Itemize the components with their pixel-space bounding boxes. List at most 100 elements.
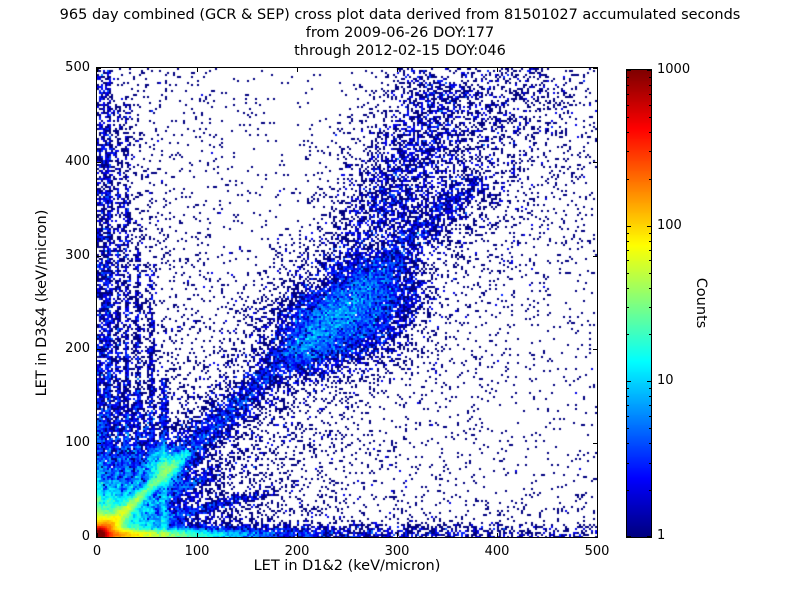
tick-mark: [97, 533, 98, 537]
tick-mark: [97, 256, 101, 257]
tick-mark: [649, 132, 651, 133]
tick-mark: [649, 416, 651, 417]
tick-mark: [397, 533, 398, 537]
tick-mark: [627, 94, 629, 95]
tick-mark: [97, 68, 98, 72]
colorbar-tick-label: 100: [657, 218, 682, 233]
tick-mark: [627, 260, 629, 261]
tick-mark: [97, 443, 101, 444]
y-tick-label: 100: [65, 435, 90, 450]
tick-mark: [627, 288, 629, 289]
tick-mark: [593, 256, 597, 257]
tick-mark: [97, 162, 101, 163]
tick-mark: [649, 463, 651, 464]
tick-mark: [649, 151, 651, 152]
tick-mark: [649, 105, 651, 106]
tick-mark: [627, 388, 629, 389]
tick-mark: [649, 396, 651, 397]
tick-mark: [627, 416, 629, 417]
title-line-2: from 2009-06-26 DOY:177: [305, 25, 495, 41]
tick-mark: [649, 85, 651, 86]
tick-mark: [297, 533, 298, 537]
tick-mark: [627, 443, 629, 444]
tick-mark: [647, 226, 651, 227]
tick-mark: [649, 443, 651, 444]
tick-mark: [627, 273, 629, 274]
tick-mark: [649, 490, 651, 491]
tick-mark: [627, 105, 629, 106]
colorbar-tick-label: 1000: [657, 62, 691, 77]
y-tick-label: 400: [65, 154, 90, 169]
tick-mark: [97, 349, 101, 350]
y-tick-label: 200: [65, 341, 90, 356]
tick-mark: [593, 162, 597, 163]
x-tick-label: 0: [92, 544, 102, 559]
title-line-3: through 2012-02-15 DOY:046: [294, 43, 506, 59]
tick-mark: [627, 117, 629, 118]
tick-mark: [627, 226, 631, 227]
tick-mark: [597, 533, 598, 537]
tick-mark: [647, 536, 651, 537]
tick-mark: [593, 349, 597, 350]
y-tick-label: 300: [65, 248, 90, 263]
y-tick-label: 500: [65, 60, 90, 75]
tick-mark: [197, 533, 198, 537]
tick-mark: [649, 388, 651, 389]
tick-mark: [597, 68, 598, 72]
tick-mark: [649, 334, 651, 335]
tick-mark: [627, 250, 629, 251]
tick-mark: [627, 77, 629, 78]
x-tick-label: 500: [584, 544, 610, 559]
tick-mark: [197, 68, 198, 72]
tick-mark: [649, 241, 651, 242]
tick-mark: [649, 428, 651, 429]
tick-mark: [97, 68, 101, 69]
tick-mark: [627, 307, 629, 308]
tick-mark: [649, 117, 651, 118]
tick-mark: [497, 533, 498, 537]
tick-mark: [627, 536, 631, 537]
x-tick-label: 400: [484, 544, 510, 559]
x-axis-label: LET in D1&2 (keV/micron): [253, 558, 441, 574]
tick-mark: [647, 381, 651, 382]
colorbar-frame: [626, 69, 652, 538]
tick-mark: [627, 381, 631, 382]
title-line-1: 965 day combined (GCR & SEP) cross plot …: [59, 7, 741, 23]
density-plot-canvas: [97, 68, 597, 537]
tick-mark: [649, 273, 651, 274]
tick-mark: [627, 151, 629, 152]
tick-mark: [593, 443, 597, 444]
y-axis-label: LET in D3&4 (keV/micron): [34, 209, 50, 397]
tick-mark: [649, 288, 651, 289]
tick-mark: [627, 405, 629, 406]
tick-mark: [649, 250, 651, 251]
tick-mark: [627, 132, 629, 133]
tick-mark: [627, 428, 629, 429]
colorbar-tick-label: 1: [657, 528, 666, 543]
tick-mark: [97, 537, 101, 538]
tick-mark: [649, 233, 651, 234]
tick-mark: [627, 70, 631, 71]
tick-mark: [649, 179, 651, 180]
tick-mark: [297, 68, 298, 72]
plot-frame: [96, 67, 598, 538]
tick-mark: [627, 179, 629, 180]
tick-mark: [649, 260, 651, 261]
tick-mark: [627, 241, 629, 242]
tick-mark: [647, 70, 651, 71]
tick-mark: [627, 233, 629, 234]
tick-mark: [649, 94, 651, 95]
colorbar-canvas: [627, 70, 651, 537]
tick-mark: [627, 334, 629, 335]
x-tick-label: 200: [284, 544, 310, 559]
tick-mark: [649, 77, 651, 78]
tick-mark: [649, 307, 651, 308]
y-tick-label: 0: [81, 529, 90, 544]
x-tick-label: 300: [384, 544, 410, 559]
tick-mark: [497, 68, 498, 72]
tick-mark: [593, 68, 597, 69]
tick-mark: [627, 85, 629, 86]
tick-mark: [627, 463, 629, 464]
colorbar-label: Counts: [693, 277, 709, 329]
